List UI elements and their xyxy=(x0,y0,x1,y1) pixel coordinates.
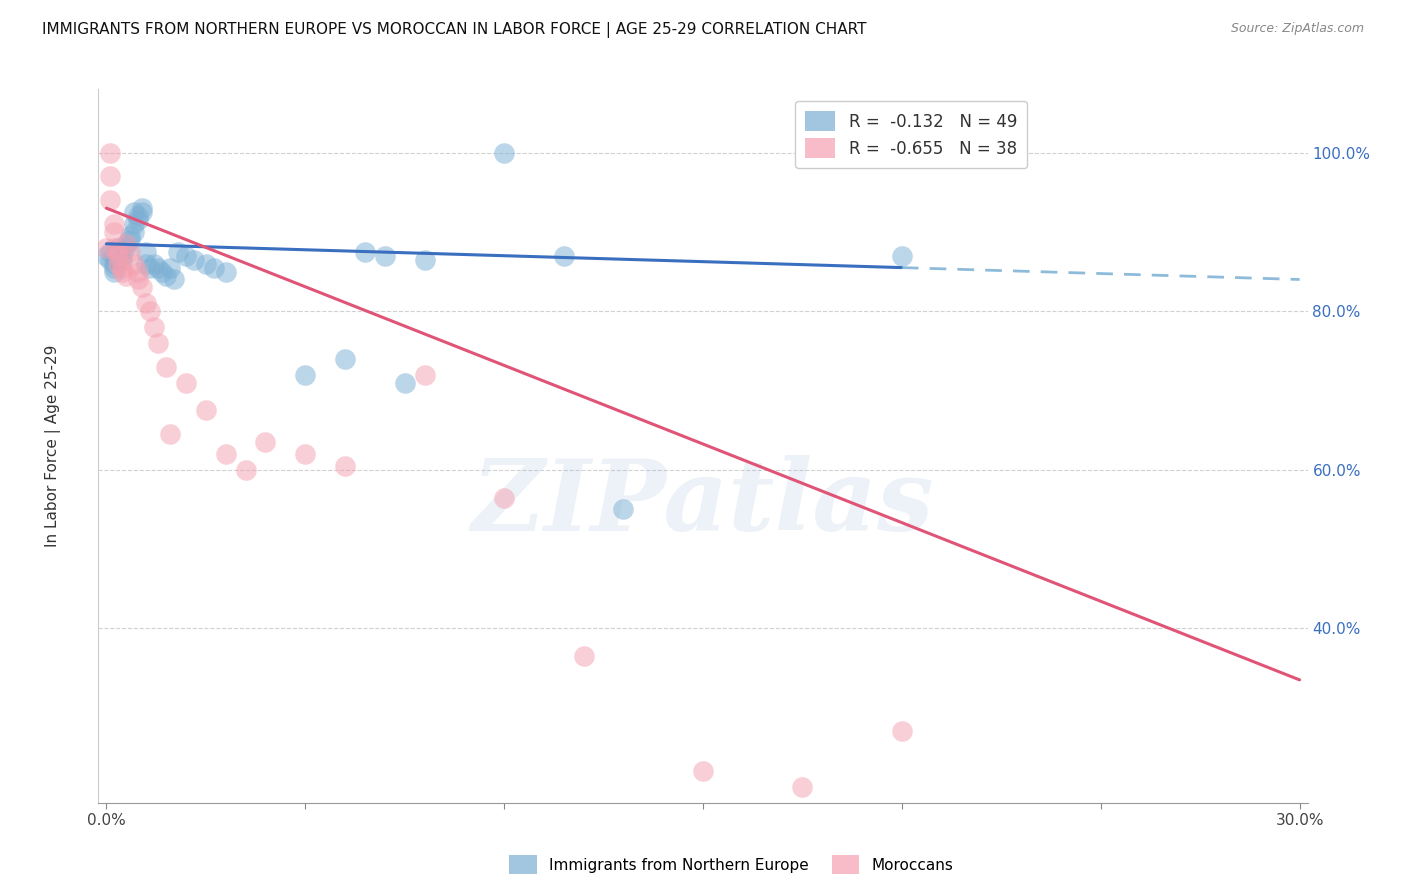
Point xyxy=(235,463,257,477)
Point xyxy=(890,724,912,739)
Point xyxy=(890,249,912,263)
Point xyxy=(413,368,436,382)
Point xyxy=(115,236,138,251)
Point xyxy=(111,252,134,267)
Point xyxy=(215,447,238,461)
Point xyxy=(143,257,166,271)
Point xyxy=(98,169,121,184)
Point xyxy=(692,764,714,778)
Point xyxy=(103,225,125,239)
Point xyxy=(122,257,145,271)
Point xyxy=(98,252,121,267)
Text: ZIPatlas: ZIPatlas xyxy=(472,455,934,551)
Point xyxy=(354,244,377,259)
Point xyxy=(120,228,142,243)
Point xyxy=(96,249,118,263)
Point xyxy=(135,257,157,271)
Point xyxy=(139,260,162,275)
Point xyxy=(131,201,153,215)
Point xyxy=(215,264,238,278)
Legend: R =  -0.132   N = 49, R =  -0.655   N = 38: R = -0.132 N = 49, R = -0.655 N = 38 xyxy=(796,101,1028,169)
Point xyxy=(143,320,166,334)
Point xyxy=(374,249,396,263)
Point xyxy=(553,249,575,263)
Point xyxy=(115,241,138,255)
Point xyxy=(413,252,436,267)
Point xyxy=(120,244,142,259)
Point xyxy=(111,260,134,275)
Point xyxy=(159,260,181,275)
Point xyxy=(131,205,153,219)
Point xyxy=(115,236,138,251)
Point xyxy=(98,145,121,160)
Point xyxy=(103,217,125,231)
Point xyxy=(107,249,129,263)
Point xyxy=(103,241,125,255)
Point xyxy=(146,260,169,275)
Point xyxy=(107,241,129,255)
Point xyxy=(107,244,129,259)
Point xyxy=(107,244,129,259)
Point xyxy=(131,280,153,294)
Point xyxy=(103,260,125,275)
Point xyxy=(127,272,149,286)
Point xyxy=(111,264,134,278)
Point xyxy=(294,368,316,382)
Text: In Labor Force | Age 25-29: In Labor Force | Age 25-29 xyxy=(45,345,62,547)
Point xyxy=(494,491,516,505)
Point xyxy=(612,502,634,516)
Point xyxy=(103,264,125,278)
Point xyxy=(572,649,595,664)
Point xyxy=(174,249,197,263)
Point xyxy=(107,249,129,263)
Point xyxy=(122,225,145,239)
Point xyxy=(254,435,277,450)
Point xyxy=(174,376,197,390)
Text: Source: ZipAtlas.com: Source: ZipAtlas.com xyxy=(1230,22,1364,36)
Point xyxy=(159,427,181,442)
Point xyxy=(98,193,121,207)
Point xyxy=(194,257,217,271)
Point xyxy=(111,249,134,263)
Point xyxy=(122,217,145,231)
Point xyxy=(333,458,356,473)
Point xyxy=(107,257,129,271)
Point xyxy=(139,304,162,318)
Point xyxy=(127,213,149,227)
Point xyxy=(494,145,516,160)
Legend: Immigrants from Northern Europe, Moroccans: Immigrants from Northern Europe, Morocca… xyxy=(503,849,959,880)
Point xyxy=(155,268,177,283)
Point xyxy=(183,252,205,267)
Point xyxy=(294,447,316,461)
Point xyxy=(122,205,145,219)
Point xyxy=(127,209,149,223)
Point xyxy=(135,244,157,259)
Point xyxy=(96,241,118,255)
Point xyxy=(135,296,157,310)
Point xyxy=(202,260,225,275)
Point xyxy=(194,403,217,417)
Point xyxy=(127,264,149,278)
Point xyxy=(333,351,356,366)
Point xyxy=(792,780,814,794)
Point xyxy=(146,335,169,350)
Point xyxy=(115,268,138,283)
Point xyxy=(155,359,177,374)
Point xyxy=(98,244,121,259)
Point xyxy=(107,252,129,267)
Point xyxy=(394,376,416,390)
Point xyxy=(150,264,173,278)
Point xyxy=(167,244,190,259)
Point xyxy=(103,249,125,263)
Point xyxy=(103,257,125,271)
Point xyxy=(120,233,142,247)
Text: IMMIGRANTS FROM NORTHERN EUROPE VS MOROCCAN IN LABOR FORCE | AGE 25-29 CORRELATI: IMMIGRANTS FROM NORTHERN EUROPE VS MOROC… xyxy=(42,22,866,38)
Point xyxy=(163,272,186,286)
